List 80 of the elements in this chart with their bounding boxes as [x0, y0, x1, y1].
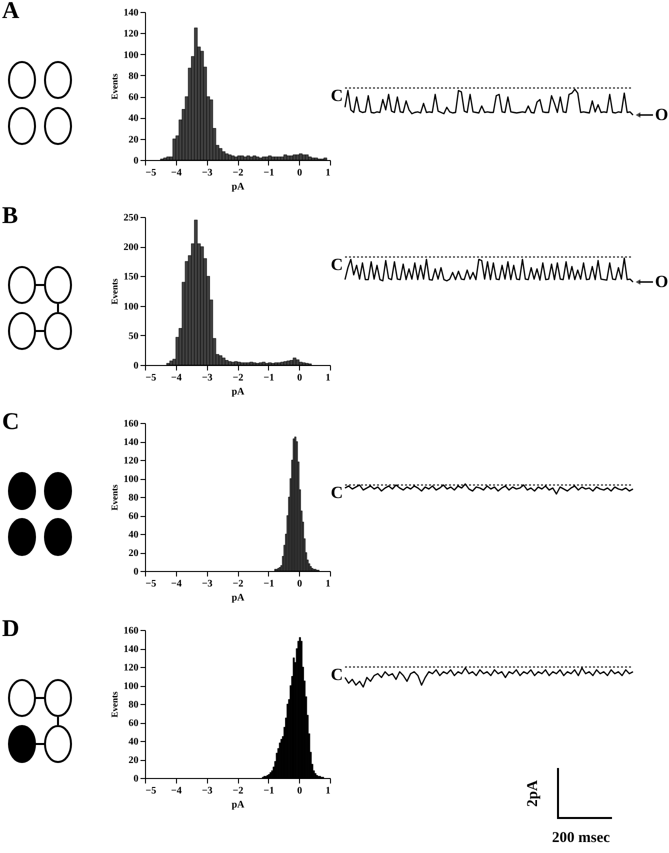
y-tick-label: 60 [128, 718, 138, 729]
y-tick-label: 80 [128, 492, 138, 504]
chart-title: B [2, 203, 18, 230]
chart-title: D [2, 616, 20, 643]
y-tick-label: 40 [128, 530, 138, 540]
x-tick-label: 1 [326, 168, 330, 178]
y-axis-title: Events [110, 484, 120, 511]
y-axis-title: Events [110, 691, 120, 718]
y-tick-label: 100 [124, 50, 138, 61]
x-tick-label: −4 [170, 578, 182, 590]
text: 2pA [524, 780, 542, 807]
x-axis-title: pA [232, 386, 246, 398]
y-tick-label: 60 [128, 92, 138, 104]
x-tick-label: −5 [146, 578, 156, 590]
x-tick-label: −4 [170, 168, 182, 178]
x-tick-label: −1 [263, 168, 274, 178]
y-tick-label: 140 [124, 8, 138, 18]
y-tick-label: 160 [124, 626, 138, 636]
x-tick-label: −3 [202, 786, 213, 796]
x-tick-label: −5 [146, 168, 156, 178]
y-tick-label: 60 [128, 511, 138, 522]
y-tick-label: 140 [124, 437, 138, 448]
x-tick-label: 1 [326, 372, 330, 384]
text: O [655, 272, 668, 291]
x-tick-label: 0 [297, 786, 302, 796]
x-tick-label: −2 [232, 372, 244, 384]
y-tick-label: 0 [134, 566, 138, 578]
y-axis-title: Events [110, 278, 120, 305]
ref-line-label: C [330, 86, 343, 105]
x-tick-label: −5 [146, 786, 156, 796]
x-tick-label: −5 [146, 372, 156, 384]
y-tick-label: 120 [124, 662, 138, 674]
y-tick-label: 120 [124, 28, 138, 40]
x-tick-label: −3 [202, 578, 213, 590]
x-tick-label: −3 [202, 372, 213, 384]
y-tick-label: 100 [124, 474, 138, 485]
y-tick-label: 140 [124, 644, 138, 655]
y-tick-label: 20 [128, 548, 138, 559]
x-tick-label: −4 [170, 786, 182, 796]
y-tick-label: 100 [124, 681, 138, 692]
x-tick-label: −1 [263, 786, 274, 796]
y-tick-label: 250 [124, 212, 138, 224]
y-tick-label: 0 [134, 156, 138, 166]
x-tick-label: 0 [297, 578, 302, 590]
y-tick-label: 0 [134, 774, 138, 784]
y-tick-label: 80 [128, 700, 138, 710]
x-tick-label: −2 [232, 578, 244, 590]
ref-line-label: C [330, 255, 343, 274]
y-axis-title: Events [110, 73, 120, 100]
x-tick-label: −1 [263, 372, 274, 384]
y-tick-label: 100 [124, 301, 138, 312]
y-tick-label: 50 [128, 330, 138, 342]
ref-line-label: C [330, 483, 343, 502]
chart-title: C [2, 409, 20, 436]
y-tick-label: 40 [128, 113, 138, 124]
text: 200 msec [552, 830, 610, 847]
y-tick-label: 150 [124, 272, 138, 283]
y-tick-label: 160 [124, 418, 138, 430]
ref-line-label: C [330, 665, 343, 684]
x-axis-title: pA [232, 182, 246, 192]
y-tick-label: 200 [124, 242, 138, 254]
x-tick-label: 1 [326, 786, 330, 796]
x-tick-label: −4 [170, 372, 182, 384]
y-tick-label: 80 [128, 70, 138, 82]
y-tick-label: 20 [128, 755, 138, 766]
x-tick-label: −2 [232, 786, 244, 796]
x-tick-label: −2 [232, 168, 244, 178]
y-tick-label: 20 [128, 134, 138, 146]
text: O [655, 105, 668, 124]
x-tick-label: −1 [263, 578, 274, 590]
y-tick-label: 40 [128, 736, 138, 748]
x-tick-label: 1 [326, 578, 330, 590]
y-tick-label: 120 [124, 456, 138, 466]
x-axis-title: pA [232, 592, 246, 604]
x-axis-title: pA [232, 800, 246, 810]
x-tick-label: 0 [297, 168, 302, 178]
x-tick-label: 0 [297, 372, 302, 384]
x-tick-label: −3 [202, 168, 213, 178]
chart-title: A [2, 0, 20, 25]
y-tick-label: 0 [134, 360, 138, 372]
